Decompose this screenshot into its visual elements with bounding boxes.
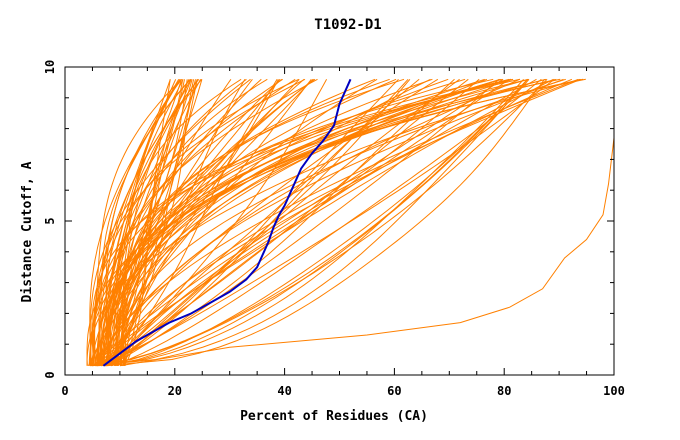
y-tick-label: 0 xyxy=(43,371,57,378)
model-curve xyxy=(105,78,480,367)
model-curve xyxy=(109,78,501,366)
model-curve xyxy=(102,79,193,367)
model-curve xyxy=(105,79,184,366)
model-curve xyxy=(121,79,171,367)
model-curve xyxy=(95,78,555,367)
axis-layer: 0 20 40 60 80 100 0 5 10 xyxy=(43,60,625,398)
model-curve xyxy=(115,78,247,366)
model-curve xyxy=(115,78,253,366)
model-curve xyxy=(98,78,200,366)
model-curve xyxy=(114,79,278,367)
model-curve xyxy=(117,78,405,366)
model-curve xyxy=(104,79,545,367)
model-curve xyxy=(103,78,409,367)
model-curve xyxy=(98,78,520,366)
model-curve xyxy=(119,79,615,367)
series-layer xyxy=(86,78,615,367)
y-tick-label: 5 xyxy=(43,217,57,224)
model-curve xyxy=(102,78,397,366)
model-curve xyxy=(87,79,199,367)
model-curve xyxy=(96,78,503,366)
model-curve xyxy=(112,78,564,366)
model-curve xyxy=(107,78,529,367)
model-curve xyxy=(92,78,528,367)
model-curve xyxy=(86,78,316,366)
model-curve xyxy=(108,79,177,366)
x-tick-label: 60 xyxy=(387,384,401,398)
x-tick-label: 0 xyxy=(61,384,68,398)
model-curve xyxy=(89,78,449,366)
model-curve xyxy=(89,78,251,366)
model-curve xyxy=(96,79,180,366)
x-tick-label: 100 xyxy=(603,384,625,398)
x-tick-label: 20 xyxy=(168,384,182,398)
model-curve xyxy=(97,78,524,367)
model-curve xyxy=(100,78,530,367)
x-tick-label: 40 xyxy=(277,384,291,398)
model-curve xyxy=(113,78,433,366)
model-curve xyxy=(115,78,537,367)
y-tick-label: 10 xyxy=(43,60,57,74)
model-curve xyxy=(106,78,390,366)
model-curve xyxy=(96,78,500,367)
model-curve xyxy=(122,79,202,366)
model-curve xyxy=(120,78,586,366)
model-curve xyxy=(114,78,439,366)
model-curve xyxy=(90,79,232,366)
model-curve xyxy=(106,78,455,367)
model-curve xyxy=(91,78,521,366)
model-curve xyxy=(101,78,469,367)
model-curve xyxy=(90,78,528,367)
model-curve xyxy=(95,78,548,367)
x-tick-label: 80 xyxy=(497,384,511,398)
model-curve xyxy=(98,79,192,366)
model-curve xyxy=(105,79,183,366)
model-curve xyxy=(112,78,573,366)
model-curve xyxy=(119,78,460,367)
model-curve xyxy=(120,78,514,366)
highlight-curve xyxy=(102,78,352,367)
chart-title: T1092-D1 xyxy=(314,17,381,33)
y-axis-label: Distance Cutoff, A xyxy=(20,161,35,302)
model-curve xyxy=(107,78,282,366)
model-curve xyxy=(120,78,566,366)
x-axis-label: Percent of Residues (CA) xyxy=(240,409,428,424)
model-curve xyxy=(97,78,554,367)
model-curve xyxy=(95,78,318,366)
